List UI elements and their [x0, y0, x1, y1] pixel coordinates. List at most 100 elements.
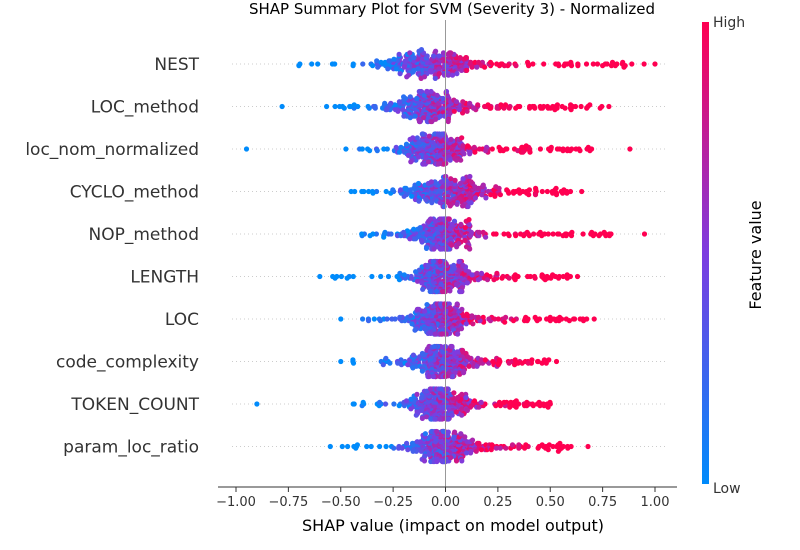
data-point [569, 229, 575, 235]
data-point [451, 262, 457, 268]
data-point [448, 176, 454, 182]
data-point [519, 360, 525, 366]
data-point [383, 188, 389, 195]
data-point [556, 275, 562, 281]
data-point [539, 442, 545, 448]
data-point [506, 275, 512, 281]
data-point [454, 349, 460, 355]
data-point [458, 326, 465, 332]
data-point [472, 149, 478, 155]
data-point [416, 140, 422, 146]
data-point [608, 231, 614, 237]
data-point [474, 363, 480, 369]
data-point [502, 319, 508, 325]
data-point [465, 354, 471, 360]
data-point [317, 273, 323, 280]
data-point [401, 272, 407, 278]
data-point [583, 61, 590, 67]
data-point [484, 277, 491, 283]
data-point [425, 262, 431, 268]
data-point [515, 273, 521, 280]
data-point [468, 450, 474, 456]
data-point [375, 64, 381, 70]
data-point [367, 233, 373, 239]
data-point [454, 395, 461, 401]
data-point [332, 275, 338, 281]
data-point [556, 231, 562, 237]
data-point [532, 105, 538, 111]
data-point [414, 306, 420, 312]
data-point [439, 288, 446, 295]
data-point [427, 288, 433, 295]
data-point [652, 61, 658, 67]
x-axis-ticks: −1.00 −0.75 −0.50 −0.25 0.00 0.25 0.50 0.75 1.00 [216, 487, 669, 510]
data-point [464, 280, 470, 286]
data-point [378, 273, 384, 280]
data-point [447, 288, 453, 294]
data-point [453, 409, 459, 415]
data-point [499, 275, 505, 281]
data-point [404, 74, 410, 80]
data-point [496, 144, 502, 150]
data-point [431, 246, 437, 252]
data-point [366, 188, 372, 195]
data-point [478, 357, 484, 363]
data-point [419, 395, 425, 401]
data-point [371, 316, 377, 322]
data-point [393, 144, 399, 150]
colorbar-low-label: Low [713, 481, 741, 497]
data-point [460, 203, 466, 209]
data-point [329, 61, 335, 67]
data-point [516, 187, 522, 193]
data-point [437, 216, 443, 222]
data-point [510, 190, 517, 196]
data-point [580, 318, 587, 324]
data-point [419, 415, 425, 421]
data-point [401, 64, 407, 70]
data-point [544, 316, 550, 322]
data-point [474, 270, 480, 276]
data-point [580, 231, 586, 237]
data-point [535, 445, 541, 451]
data-point [437, 258, 443, 265]
data-point [391, 445, 397, 451]
data-point [435, 161, 441, 167]
data-point [458, 221, 464, 227]
data-point [489, 146, 495, 152]
data-point [577, 148, 583, 154]
data-point [438, 246, 444, 252]
data-point [523, 442, 529, 448]
data-point [601, 229, 607, 235]
data-point [532, 192, 539, 198]
data-point [550, 272, 556, 278]
data-point [539, 188, 545, 195]
data-point [597, 105, 603, 111]
data-point [396, 149, 403, 155]
data-point [466, 363, 472, 369]
data-point [394, 273, 400, 280]
data-point [541, 231, 548, 237]
data-point [459, 306, 465, 312]
data-point [421, 92, 427, 98]
data-point [380, 362, 386, 368]
data-point [397, 314, 403, 320]
data-point [493, 403, 499, 409]
data-point [472, 195, 478, 201]
data-point [471, 398, 478, 404]
data-point [453, 458, 460, 464]
data-point [432, 218, 439, 224]
data-point [541, 61, 547, 67]
feature-label: NOP_method [89, 225, 200, 245]
data-point [381, 146, 387, 152]
data-point [441, 203, 447, 210]
data-point [415, 180, 422, 187]
data-point [459, 412, 465, 418]
data-point [414, 278, 421, 284]
data-point [437, 200, 443, 206]
data-point [447, 110, 453, 116]
data-point [478, 447, 484, 453]
data-point [447, 203, 453, 209]
data-point [629, 61, 635, 67]
data-point [415, 154, 422, 160]
data-point [414, 439, 420, 445]
